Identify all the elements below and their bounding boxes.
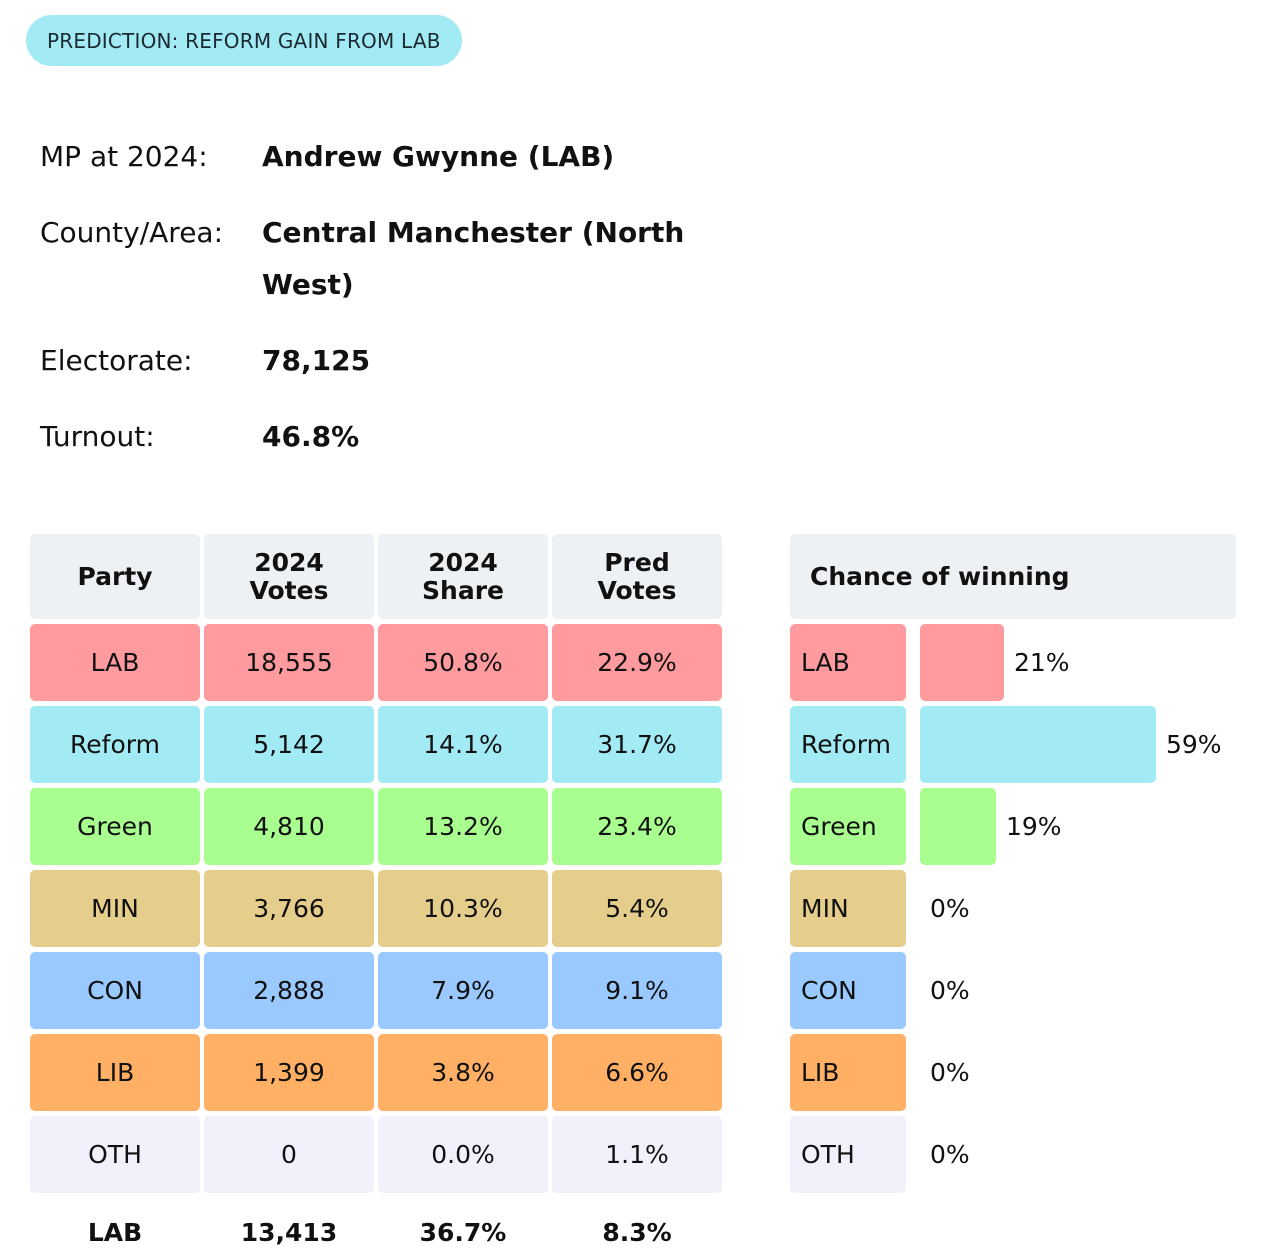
cell-party: Reform <box>30 706 200 783</box>
cell-votes-2024: 2,888 <box>204 952 374 1029</box>
header-share-2024: 2024 Share <box>378 534 548 619</box>
chance-bar <box>920 624 1004 701</box>
chance-party-label: LAB <box>790 624 906 701</box>
cell-share-2024: 14.1% <box>378 706 548 783</box>
cell-votes-2024: 18,555 <box>204 624 374 701</box>
electorate-label: Electorate: <box>40 344 193 377</box>
header-pred-line2: Votes <box>597 575 677 605</box>
cell-party: LAB <box>30 624 200 701</box>
chance-percent-label: 0% <box>930 894 970 923</box>
chance-party-label: Reform <box>790 706 906 783</box>
chance-percent-label: 0% <box>930 976 970 1005</box>
chance-bar <box>920 788 996 865</box>
cell-pred-votes: 5.4% <box>552 870 722 947</box>
cell-pred-votes: 23.4% <box>552 788 722 865</box>
header-votes-2024: 2024 Votes <box>204 534 374 619</box>
area-value: Central Manchester (North West) <box>262 216 685 301</box>
cell-share-2024: 3.8% <box>378 1034 548 1111</box>
cell-party: Green <box>30 788 200 865</box>
cell-votes-2024: 3,766 <box>204 870 374 947</box>
chance-bar <box>920 706 1156 783</box>
electorate-value: 78,125 <box>262 344 371 377</box>
cell-party: OTH <box>30 1116 200 1193</box>
header-share-2024-line1: 2024 <box>428 547 498 577</box>
cell-share-2024: 7.9% <box>378 952 548 1029</box>
mp-value: Andrew Gwynne (LAB) <box>262 140 615 173</box>
chance-party-label: CON <box>790 952 906 1029</box>
header-votes-2024-line2: Votes <box>249 575 329 605</box>
cell-pred-votes: 22.9% <box>552 624 722 701</box>
turnout-label: Turnout: <box>40 420 155 453</box>
majority-party: LAB <box>87 1218 143 1247</box>
cell-votes-2024: 5,142 <box>204 706 374 783</box>
header-party: Party <box>30 534 200 619</box>
turnout-value: 46.8% <box>262 420 360 453</box>
header-share-2024-line2: Share <box>422 575 504 605</box>
constituency-info: MP at 2024: Andrew Gwynne (LAB) County/A… <box>40 131 740 511</box>
chance-party-label: OTH <box>790 1116 906 1193</box>
cell-pred-votes: 9.1% <box>552 952 722 1029</box>
chance-party-label: LIB <box>790 1034 906 1111</box>
cell-share-2024: 50.8% <box>378 624 548 701</box>
cell-votes-2024: 1,399 <box>204 1034 374 1111</box>
cell-pred-votes: 6.6% <box>552 1034 722 1111</box>
chance-percent-label: 19% <box>1006 812 1062 841</box>
header-chance-of-winning: Chance of winning <box>790 534 1236 619</box>
cell-votes-2024: 0 <box>204 1116 374 1193</box>
header-votes-2024-line1: 2024 <box>254 547 324 577</box>
chance-party-label: Green <box>790 788 906 865</box>
header-party-label: Party <box>77 561 153 591</box>
cell-pred-votes: 31.7% <box>552 706 722 783</box>
area-label: County/Area: <box>40 216 224 249</box>
chance-percent-label: 59% <box>1166 730 1222 759</box>
chance-header-label: Chance of winning <box>810 561 1070 591</box>
chance-percent-label: 21% <box>1014 648 1070 677</box>
prediction-badge: PREDICTION: REFORM GAIN FROM LAB <box>26 15 462 66</box>
cell-pred-votes: 1.1% <box>552 1116 722 1193</box>
cell-share-2024: 0.0% <box>378 1116 548 1193</box>
chance-percent-label: 0% <box>930 1058 970 1087</box>
cell-votes-2024: 4,810 <box>204 788 374 865</box>
cell-party: LIB <box>30 1034 200 1111</box>
cell-party: CON <box>30 952 200 1029</box>
header-pred-line1: Pred <box>604 547 670 577</box>
cell-share-2024: 10.3% <box>378 870 548 947</box>
header-pred-votes: Pred Votes <box>552 534 722 619</box>
majority-pred: 8.3% <box>602 1218 672 1247</box>
cell-party: MIN <box>30 870 200 947</box>
chance-percent-label: 0% <box>930 1140 970 1169</box>
majority-votes: 13,413 <box>240 1218 338 1247</box>
majority-share: 36.7% <box>419 1218 507 1247</box>
cell-share-2024: 13.2% <box>378 788 548 865</box>
chance-party-label: MIN <box>790 870 906 947</box>
mp-label: MP at 2024: <box>40 140 208 173</box>
